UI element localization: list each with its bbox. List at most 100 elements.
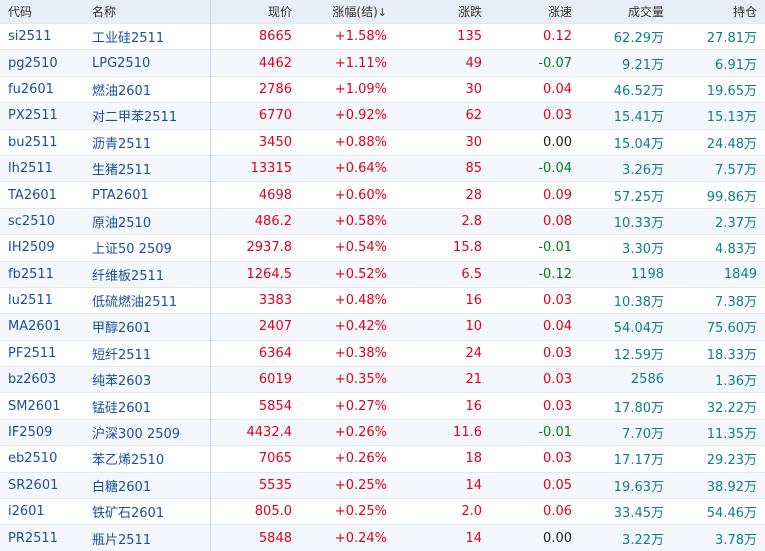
table-row[interactable]: fu2601 燃油2601 2786 +1.09% 30 0.04 46.52万 19.65万: [0, 75, 765, 103]
cell-speed: 0.03: [490, 102, 580, 130]
column-header-change-pct[interactable]: 涨幅(结)↓: [300, 0, 395, 24]
cell-open-interest: 7.57万: [672, 154, 765, 182]
table-row[interactable]: fb2511 纤维板2511 1264.5 +0.52% 6.5 -0.12 1198 184…: [0, 260, 765, 288]
cell-volume: 15.04万: [580, 128, 672, 156]
cell-name: 苯乙烯2510: [90, 445, 211, 473]
table-row[interactable]: MA2601 甲醇2601 2407 +0.42% 10 0.04 54.04万 75.60万: [0, 313, 765, 341]
sort-descending-icon: ↓: [377, 6, 387, 19]
cell-volume: 10.33万: [580, 207, 672, 235]
cell-name: 沪深300 2509: [90, 418, 211, 446]
cell-change: 30: [395, 75, 490, 103]
table-header-row: 代码 名称 现价 涨幅(结)↓ 涨跌 涨速 成交量 持仓: [0, 0, 765, 24]
table-row[interactable]: si2511 工业硅2511 8665 +1.58% 135 0.12 62.29万 27.8…: [0, 22, 765, 50]
cell-speed: 0.03: [490, 286, 580, 314]
cell-volume: 46.52万: [580, 75, 672, 103]
column-header-volume[interactable]: 成交量: [580, 0, 672, 24]
table-row[interactable]: SM2601 锰硅2601 5854 +0.27% 16 0.03 17.80万 32.22万: [0, 392, 765, 420]
cell-volume: 19.63万: [580, 471, 672, 499]
cell-price: 8665: [210, 22, 300, 50]
cell-volume: 10.38万: [580, 286, 672, 314]
cell-code: IF2509: [0, 418, 90, 446]
table-row[interactable]: eb2510 苯乙烯2510 7065 +0.26% 18 0.03 17.17万 29.23…: [0, 445, 765, 473]
cell-open-interest: 54.46万: [672, 498, 765, 525]
cell-code: MA2601: [0, 313, 90, 341]
cell-volume: 9.21万: [580, 49, 672, 77]
table-row[interactable]: PX2511 对二甲苯2511 6770 +0.92% 62 0.03 15.41万 15.1…: [0, 102, 765, 130]
cell-name: 甲醇2601: [90, 313, 211, 341]
cell-speed: 0.12: [490, 22, 580, 50]
cell-price: 1264.5: [210, 260, 300, 288]
table-row[interactable]: TA2601 PTA2601 4698 +0.60% 28 0.09 57.25万 99.86…: [0, 181, 765, 209]
cell-price: 4698: [210, 181, 300, 209]
cell-speed: 0.08: [490, 207, 580, 235]
cell-change: 6.5: [395, 260, 490, 288]
cell-change: 14: [395, 471, 490, 499]
cell-open-interest: 24.48万: [672, 128, 765, 156]
cell-change-pct: +0.64%: [300, 154, 395, 182]
table-row[interactable]: PF2511 短纤2511 6364 +0.38% 24 0.03 12.59万 18.33万: [0, 339, 765, 367]
cell-volume: 1198: [580, 260, 672, 288]
table-row[interactable]: i2601 铁矿石2601 805.0 +0.25% 2.0 0.06 33.45万 54.4…: [0, 498, 765, 525]
cell-speed: 0.03: [490, 339, 580, 367]
column-header-speed[interactable]: 涨速: [490, 0, 580, 24]
cell-change: 14: [395, 524, 490, 551]
cell-code: sc2510: [0, 207, 90, 235]
table-row[interactable]: lh2511 生猪2511 13315 +0.64% 85 -0.04 3.26万 7.57万: [0, 154, 765, 182]
column-header-change[interactable]: 涨跌: [395, 0, 490, 24]
cell-change: 16: [395, 286, 490, 314]
cell-change-pct: +0.88%: [300, 128, 395, 156]
table-row[interactable]: IF2509 沪深300 2509 4432.4 +0.26% 11.6 -0.01 7.7…: [0, 418, 765, 446]
table-row[interactable]: pg2510 LPG2510 4462 +1.11% 49 -0.07 9.21万 6.91万: [0, 49, 765, 77]
cell-name: 对二甲苯2511: [90, 102, 211, 130]
cell-change-pct: +0.35%: [300, 366, 395, 393]
cell-speed: 0.09: [490, 181, 580, 209]
cell-change: 24: [395, 339, 490, 367]
table-row[interactable]: bu2511 沥青2511 3450 +0.88% 30 0.00 15.04万 24.48万: [0, 128, 765, 156]
cell-name: 燃油2601: [90, 75, 211, 103]
cell-code: SR2601: [0, 471, 90, 499]
cell-code: lu2511: [0, 286, 90, 314]
cell-price: 4462: [210, 49, 300, 77]
cell-name: 上证50 2509: [90, 234, 211, 262]
cell-change-pct: +0.52%: [300, 260, 395, 288]
cell-price: 486.2: [210, 207, 300, 235]
cell-speed: 0.03: [490, 392, 580, 420]
column-header-open-interest[interactable]: 持仓: [672, 0, 765, 24]
column-header-price[interactable]: 现价: [210, 0, 300, 24]
cell-code: SM2601: [0, 392, 90, 420]
cell-speed: 0.04: [490, 313, 580, 341]
table-row[interactable]: lu2511 低硫燃油2511 3383 +0.48% 16 0.03 10.38万 7.38…: [0, 286, 765, 314]
cell-code: bu2511: [0, 128, 90, 156]
cell-open-interest: 7.38万: [672, 286, 765, 314]
cell-volume: 2586: [580, 366, 672, 393]
column-header-name[interactable]: 名称: [90, 0, 211, 24]
cell-code: eb2510: [0, 445, 90, 473]
cell-change-pct: +0.92%: [300, 102, 395, 130]
cell-change: 15.8: [395, 234, 490, 262]
cell-volume: 12.59万: [580, 339, 672, 367]
cell-speed: 0.05: [490, 471, 580, 499]
cell-speed: -0.12: [490, 260, 580, 288]
cell-price: 2407: [210, 313, 300, 341]
cell-volume: 7.70万: [580, 418, 672, 446]
table-row[interactable]: sc2510 原油2510 486.2 +0.58% 2.8 0.08 10.33万 2.37…: [0, 207, 765, 235]
cell-speed: 0.00: [490, 128, 580, 156]
cell-open-interest: 32.22万: [672, 392, 765, 420]
cell-change: 62: [395, 102, 490, 130]
cell-speed: 0.03: [490, 366, 580, 393]
table-row[interactable]: bz2603 纯苯2603 6019 +0.35% 21 0.03 2586 1.36万: [0, 366, 765, 393]
cell-open-interest: 4.83万: [672, 234, 765, 262]
cell-price: 3383: [210, 286, 300, 314]
cell-open-interest: 38.92万: [672, 471, 765, 499]
cell-change-pct: +1.11%: [300, 49, 395, 77]
cell-price: 13315: [210, 154, 300, 182]
cell-code: IH2509: [0, 234, 90, 262]
table-row[interactable]: PR2511 瓶片2511 5848 +0.24% 14 0.00 3.22万 3.78万: [0, 524, 765, 551]
cell-speed: -0.04: [490, 154, 580, 182]
table-row[interactable]: SR2601 白糖2601 5535 +0.25% 14 0.05 19.63万 38.92万: [0, 471, 765, 499]
cell-code: pg2510: [0, 49, 90, 77]
cell-open-interest: 99.86万: [672, 181, 765, 209]
column-header-code[interactable]: 代码: [0, 0, 90, 24]
table-row[interactable]: IH2509 上证50 2509 2937.8 +0.54% 15.8 -0.01 3.30…: [0, 234, 765, 262]
cell-price: 6364: [210, 339, 300, 367]
